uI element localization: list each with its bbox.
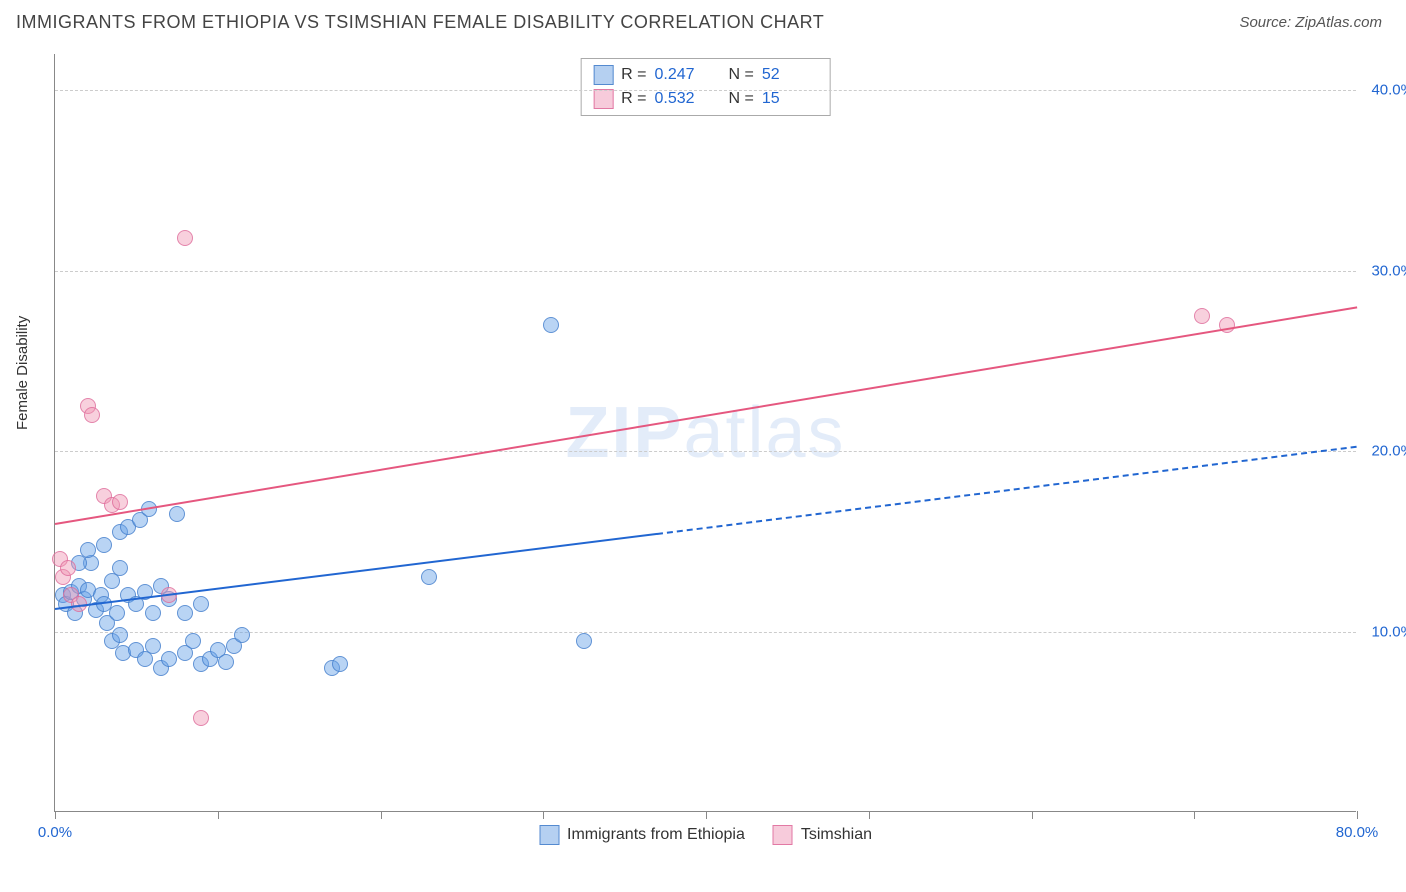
y-tick-label: 40.0%: [1371, 82, 1406, 99]
legend-swatch: [593, 89, 613, 109]
x-tick: [1032, 811, 1033, 819]
legend-r-label: R =: [621, 66, 646, 84]
x-tick-label: 80.0%: [1336, 824, 1379, 841]
data-point: [421, 569, 437, 585]
legend-item: Tsimshian: [773, 825, 872, 845]
series-legend: Immigrants from Ethiopia Tsimshian: [539, 825, 872, 845]
data-point: [177, 230, 193, 246]
legend-r-value: 0.247: [655, 66, 711, 84]
x-tick-label: 0.0%: [38, 824, 72, 841]
x-tick: [381, 811, 382, 819]
data-point: [60, 560, 76, 576]
data-point: [218, 654, 234, 670]
legend-swatch: [539, 825, 559, 845]
gridline: [55, 271, 1356, 272]
y-axis-label: Female Disability: [14, 316, 31, 430]
legend-r-label: R =: [621, 90, 646, 108]
legend-label: Tsimshian: [801, 826, 872, 844]
data-point: [145, 638, 161, 654]
x-tick: [543, 811, 544, 819]
data-point: [193, 596, 209, 612]
y-tick-label: 10.0%: [1371, 623, 1406, 640]
gridline: [55, 632, 1356, 633]
x-tick: [55, 811, 56, 819]
data-point: [112, 494, 128, 510]
data-point: [177, 605, 193, 621]
x-tick: [1194, 811, 1195, 819]
legend-item: Immigrants from Ethiopia: [539, 825, 745, 845]
gridline: [55, 451, 1356, 452]
data-point: [112, 627, 128, 643]
data-point: [161, 651, 177, 667]
legend-n-label: N =: [729, 90, 754, 108]
chart-title: IMMIGRANTS FROM ETHIOPIA VS TSIMSHIAN FE…: [16, 12, 824, 33]
y-tick-label: 30.0%: [1371, 262, 1406, 279]
trend-line: [55, 307, 1357, 526]
data-point: [185, 633, 201, 649]
y-tick-label: 20.0%: [1371, 443, 1406, 460]
data-point: [96, 537, 112, 553]
trend-line: [55, 533, 657, 610]
data-point: [84, 407, 100, 423]
data-point: [169, 506, 185, 522]
correlation-legend: R = 0.247 N = 52 R = 0.532 N = 15: [580, 58, 831, 116]
data-point: [145, 605, 161, 621]
data-point: [234, 627, 250, 643]
trend-line: [657, 446, 1357, 535]
legend-n-value: 52: [762, 66, 818, 84]
scatter-plot: ZIPatlas R =0.247N =52R =0.532N =15 Immi…: [54, 54, 1356, 812]
source-attribution: Source: ZipAtlas.com: [1239, 14, 1382, 31]
data-point: [332, 656, 348, 672]
data-point: [109, 605, 125, 621]
data-point: [576, 633, 592, 649]
x-tick: [869, 811, 870, 819]
legend-swatch: [593, 65, 613, 85]
legend-row: R = 0.247 N = 52: [593, 63, 818, 87]
x-tick: [706, 811, 707, 819]
data-point: [112, 560, 128, 576]
gridline: [55, 90, 1356, 91]
legend-n-label: N =: [729, 66, 754, 84]
data-point: [1194, 308, 1210, 324]
data-point: [543, 317, 559, 333]
x-tick: [218, 811, 219, 819]
legend-r-value: 0.532: [655, 90, 711, 108]
legend-label: Immigrants from Ethiopia: [567, 826, 745, 844]
legend-swatch: [773, 825, 793, 845]
legend-n-value: 15: [762, 90, 818, 108]
x-tick: [1357, 811, 1358, 819]
data-point: [193, 710, 209, 726]
